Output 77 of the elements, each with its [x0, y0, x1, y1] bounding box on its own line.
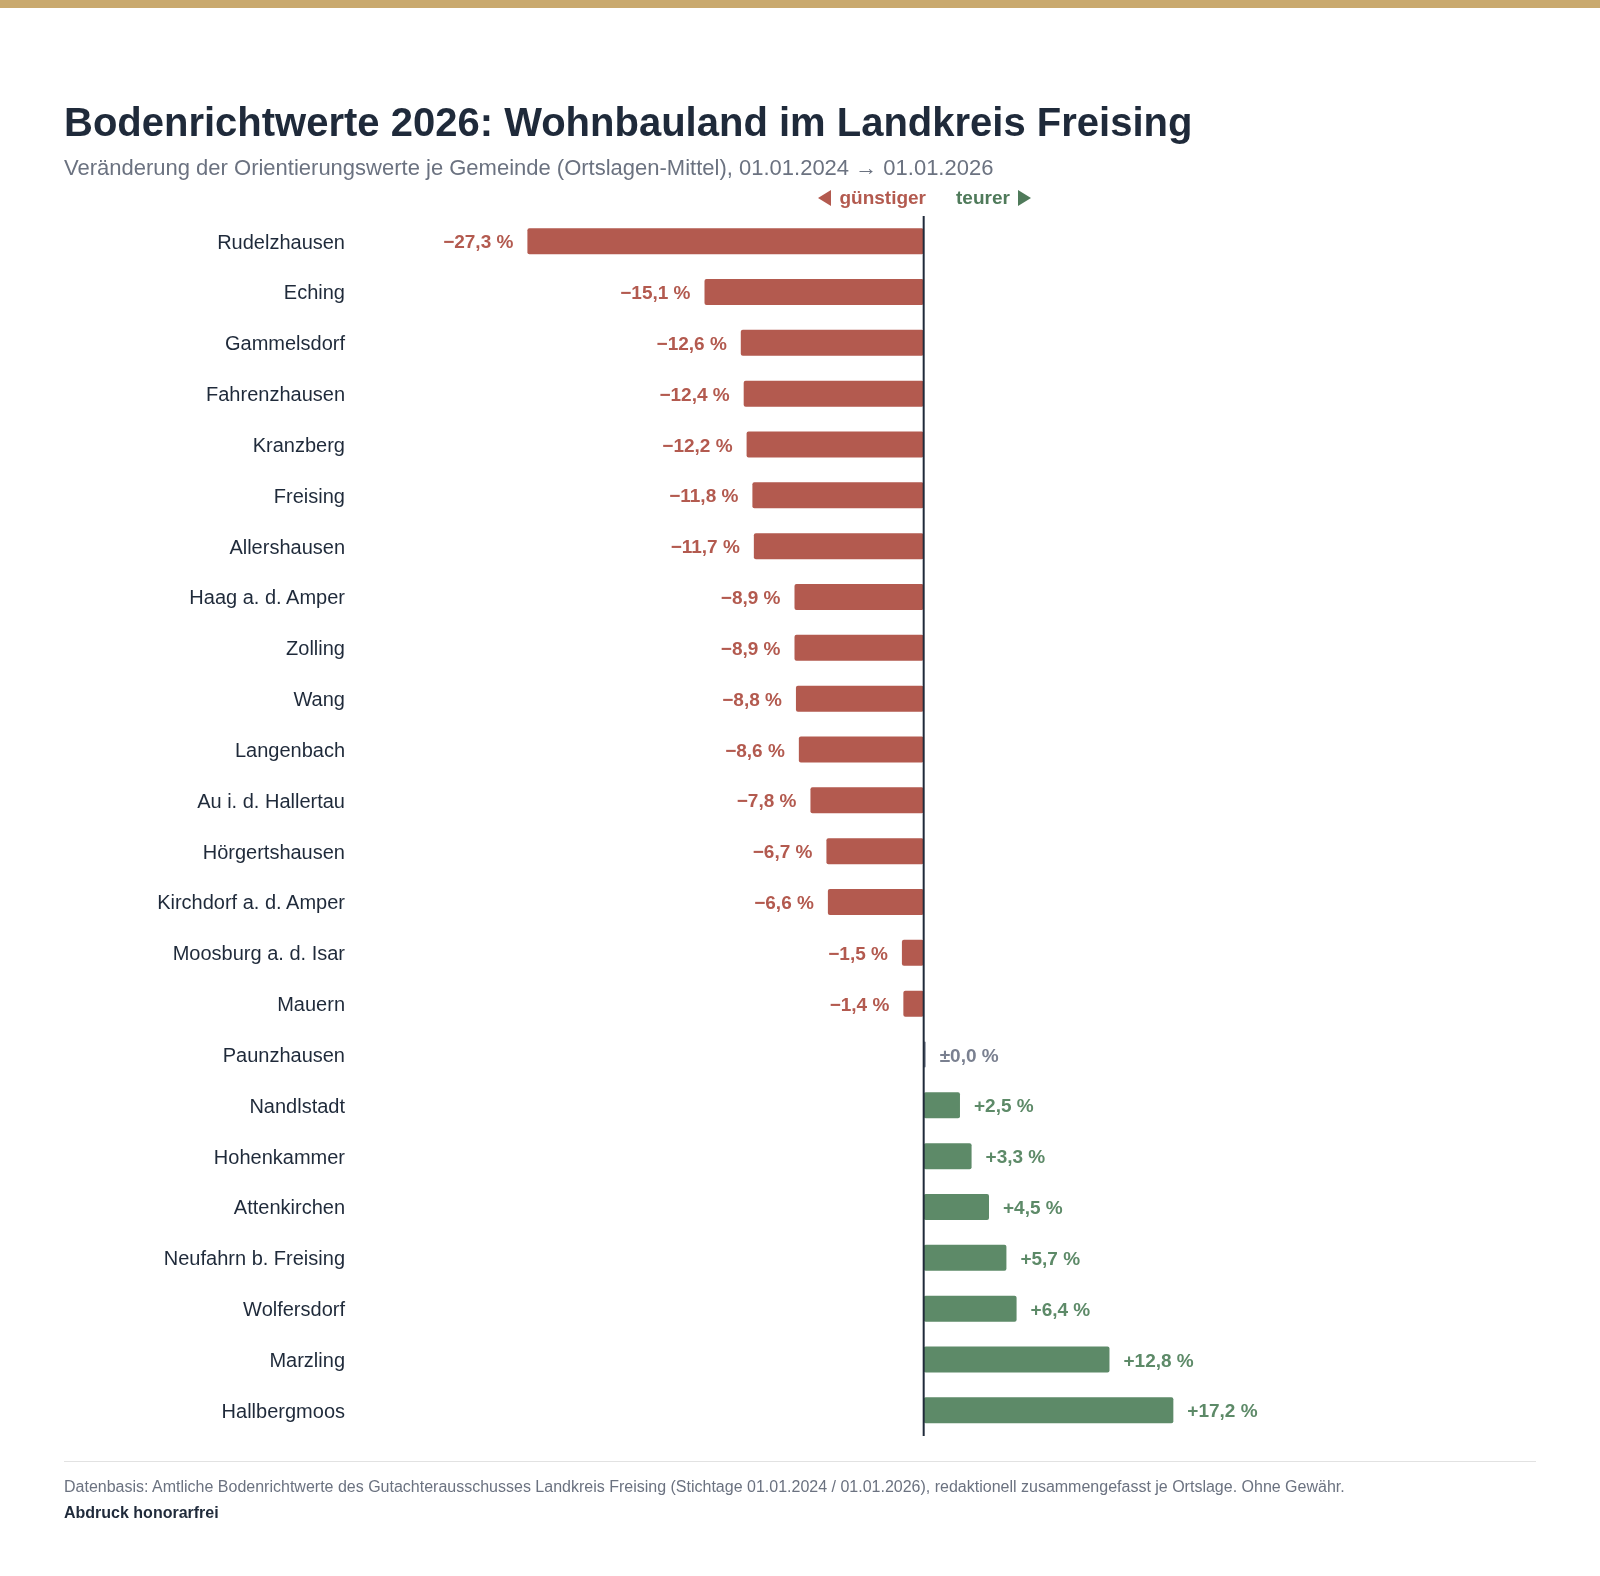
- y-tick-label: Langenbach: [234, 738, 345, 761]
- data-label: −27,3 %: [443, 231, 514, 253]
- data-label: +4,5 %: [1003, 1197, 1063, 1219]
- bar: [827, 889, 924, 916]
- y-tick-label: Freising: [273, 484, 345, 507]
- y-tick-label: Paunzhausen: [222, 1043, 345, 1066]
- data-label: −1,4 %: [829, 993, 890, 1015]
- text: Datenbasis: Amtliche Bodenrichtwerte des Gutachterausschusses Landkreis Freising (Stichtage 01.01.2024 / 01.01.2026), redaktionell zusammengefasst je Ortslage. Ohne Gewähr.: [64, 1478, 1346, 1496]
- y-tick-label: Nandlstadt: [249, 1094, 346, 1117]
- bar: [794, 634, 924, 661]
- bar: [923, 1295, 1017, 1322]
- bar: [923, 1143, 972, 1170]
- data-label: +12,8 %: [1123, 1349, 1194, 1371]
- bar: [923, 1092, 960, 1119]
- y-tick-label: Mauern: [277, 993, 345, 1016]
- data-label: ±0,0 %: [939, 1044, 999, 1066]
- data-label: +6,4 %: [1030, 1298, 1091, 1320]
- y-tick-label: Haag a. d. Amper: [189, 586, 346, 609]
- bar: [903, 990, 924, 1017]
- bar: [527, 228, 924, 255]
- data-label: −15,1 %: [620, 282, 691, 304]
- bar: [798, 736, 924, 763]
- text: Abdruck honorarfrei: [64, 1504, 220, 1522]
- bar: [743, 380, 924, 407]
- bar: [795, 685, 924, 712]
- data-label: −8,8 %: [722, 688, 783, 710]
- y-tick-label: Wang: [293, 688, 345, 711]
- data-label: −8,9 %: [720, 587, 781, 609]
- y-tick-label: Neufahrn b. Freising: [163, 1247, 345, 1270]
- y-tick-label: Kirchdorf a. d. Amper: [157, 891, 346, 914]
- data-label: −6,6 %: [754, 892, 814, 914]
- data-label: −1,5 %: [828, 942, 889, 964]
- data-label: +17,2 %: [1187, 1400, 1258, 1422]
- text: teurer: [956, 187, 1010, 209]
- chart-title: Bodenrichtwerte 2026: Wohnbauland im Landkreis Freising: [64, 100, 1194, 145]
- bar: [923, 1346, 1110, 1373]
- bar: [810, 787, 924, 814]
- y-tick-label: Hallbergmoos: [221, 1399, 345, 1422]
- bar: [923, 1244, 1007, 1271]
- data-label: −8,6 %: [725, 739, 785, 761]
- bar: [746, 431, 924, 458]
- text: günstiger: [839, 187, 926, 209]
- bar: [794, 584, 924, 611]
- y-tick-label: Moosburg a. d. Isar: [172, 942, 346, 965]
- y-tick-label: Hohenkammer: [213, 1145, 346, 1168]
- y-tick-label: Attenkirchen: [233, 1196, 345, 1219]
- bar: [740, 329, 924, 356]
- data-label: −12,6 %: [656, 332, 727, 354]
- data-label: −11,7 %: [670, 536, 740, 558]
- data-label: −7,8 %: [736, 790, 797, 812]
- y-tick-label: Zolling: [286, 637, 345, 660]
- bar: [704, 279, 924, 306]
- data-label: −12,2 %: [662, 434, 733, 456]
- bar: [923, 1194, 989, 1221]
- bar: [753, 533, 924, 560]
- bar: [901, 939, 924, 966]
- y-tick-label: Fahrenzhausen: [206, 383, 345, 406]
- y-tick-label: Gammelsdorf: [224, 332, 346, 355]
- bar: [826, 838, 924, 865]
- y-tick-label: Kranzberg: [252, 433, 345, 456]
- y-tick-label: Marzling: [269, 1348, 345, 1371]
- y-tick-label: Au i. d. Hallertau: [197, 789, 345, 812]
- y-tick-label: Allershausen: [229, 535, 345, 558]
- bar: [752, 482, 924, 509]
- data-label: +2,5 %: [973, 1095, 1034, 1117]
- data-label: +3,3 %: [985, 1146, 1046, 1168]
- data-label: +5,7 %: [1020, 1247, 1081, 1269]
- y-tick-label: Wolfersdorf: [243, 1298, 346, 1321]
- data-label: −12,4 %: [659, 383, 730, 405]
- y-tick-label: Rudelzhausen: [217, 230, 345, 253]
- data-label: −6,7 %: [752, 841, 813, 863]
- chart-subtitle: Veränderung der Orientierungswerte je Gemeinde (Ortslagen-Mittel), 01.01.2024 → 01.01.2026: [64, 155, 995, 181]
- data-label: −8,9 %: [720, 637, 781, 659]
- y-tick-label: Eching: [283, 281, 345, 304]
- bar: [923, 1397, 1174, 1424]
- data-label: −11,8 %: [669, 485, 739, 507]
- y-tick-label: Hörgertshausen: [202, 840, 345, 863]
